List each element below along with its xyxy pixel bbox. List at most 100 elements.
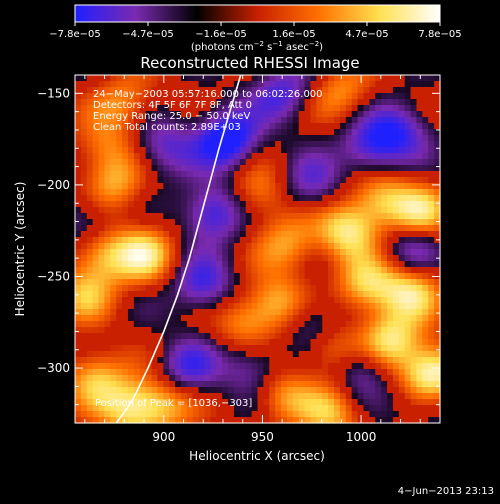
heatmap-cell bbox=[428, 75, 435, 82]
heatmap-cell bbox=[292, 141, 300, 148]
heatmap-cell bbox=[298, 297, 306, 304]
heatmap-cell bbox=[228, 189, 235, 196]
heatmap-cell bbox=[110, 147, 117, 154]
heatmap-cell bbox=[204, 333, 212, 340]
heatmap-cell bbox=[416, 81, 423, 88]
heatmap-cell bbox=[357, 237, 365, 244]
heatmap-cell bbox=[416, 369, 423, 376]
heatmap-cell bbox=[363, 333, 370, 340]
heatmap-cell bbox=[192, 285, 200, 292]
heatmap-cell bbox=[133, 219, 141, 226]
heatmap-cell bbox=[375, 375, 382, 382]
heatmap-cell bbox=[404, 171, 412, 178]
heatmap-cell bbox=[228, 147, 235, 154]
heatmap-cell bbox=[210, 255, 217, 262]
heatmap-cell bbox=[139, 87, 147, 94]
heatmap-cell bbox=[392, 321, 400, 328]
heatmap-cell bbox=[369, 357, 376, 364]
heatmap-cell bbox=[304, 339, 312, 346]
heatmap-cell bbox=[345, 279, 353, 286]
heatmap-cell bbox=[275, 249, 282, 256]
heatmap-cell bbox=[298, 399, 306, 406]
heatmap-cell bbox=[204, 213, 212, 220]
heatmap-cell bbox=[292, 249, 300, 256]
heatmap-cell bbox=[281, 369, 288, 376]
heatmap-cell bbox=[334, 135, 341, 142]
heatmap-cell bbox=[286, 267, 294, 274]
heatmap-cell bbox=[186, 123, 194, 130]
heatmap-cell bbox=[351, 327, 359, 334]
heatmap-cell bbox=[304, 309, 312, 316]
heatmap-cell bbox=[75, 315, 82, 322]
heatmap-cell bbox=[251, 315, 259, 322]
heatmap-cell bbox=[328, 279, 335, 286]
heatmap-cell bbox=[92, 273, 100, 280]
heatmap-cell bbox=[110, 315, 117, 322]
heatmap-cell bbox=[316, 75, 323, 82]
heatmap-cell bbox=[133, 225, 141, 232]
heatmap-cell bbox=[369, 225, 376, 232]
heatmap-cell bbox=[116, 399, 123, 406]
heatmap-cell bbox=[180, 381, 188, 388]
heatmap-cell bbox=[275, 201, 282, 208]
heatmap-cell bbox=[316, 237, 323, 244]
heatmap-cell bbox=[222, 249, 229, 256]
heatmap-cell bbox=[233, 93, 241, 100]
heatmap-cell bbox=[334, 291, 341, 298]
heatmap-cell bbox=[345, 363, 353, 370]
heatmap-cell bbox=[351, 321, 359, 328]
heatmap-cell bbox=[328, 387, 335, 394]
heatmap-cell bbox=[357, 81, 365, 88]
heatmap-cell bbox=[175, 225, 182, 232]
heatmap-cell bbox=[398, 141, 406, 148]
heatmap-cell bbox=[222, 213, 229, 220]
heatmap-cell bbox=[110, 327, 117, 334]
heatmap-cell bbox=[222, 141, 229, 148]
heatmap-cell bbox=[310, 135, 317, 142]
heatmap-cell bbox=[363, 219, 370, 226]
heatmap-cell bbox=[127, 255, 135, 262]
heatmap-cell bbox=[410, 303, 418, 310]
heatmap-cell bbox=[334, 333, 341, 340]
heatmap-cell bbox=[75, 171, 82, 178]
heatmap-cell bbox=[298, 99, 306, 106]
heatmap-cell bbox=[186, 219, 194, 226]
heatmap-cell bbox=[322, 213, 329, 220]
heatmap-cell bbox=[304, 207, 312, 214]
heatmap-cell bbox=[363, 297, 370, 304]
heatmap-cell bbox=[145, 171, 153, 178]
heatmap-cell bbox=[151, 231, 159, 238]
heatmap-cell bbox=[139, 315, 147, 322]
heatmap-cell bbox=[269, 105, 276, 112]
heatmap-cell bbox=[75, 129, 82, 136]
heatmap-cell bbox=[428, 303, 435, 310]
heatmap-cell bbox=[269, 411, 276, 418]
heatmap-cell bbox=[216, 303, 223, 310]
heatmap-cell bbox=[204, 129, 212, 136]
heatmap-cell bbox=[281, 93, 288, 100]
heatmap-cell bbox=[222, 159, 229, 166]
heatmap-cell bbox=[198, 123, 206, 130]
heatmap-cell bbox=[239, 201, 247, 208]
heatmap-cell bbox=[98, 399, 106, 406]
heatmap-cell bbox=[286, 177, 294, 184]
heatmap-cell bbox=[180, 285, 188, 292]
heatmap-cell bbox=[163, 75, 170, 82]
heatmap-cell bbox=[80, 81, 88, 88]
heatmap-cell bbox=[216, 159, 223, 166]
heatmap-cell bbox=[404, 387, 412, 394]
heatmap-cell bbox=[139, 261, 147, 268]
heatmap-cell bbox=[351, 111, 359, 118]
heatmap-cell bbox=[434, 135, 441, 142]
heatmap-cell bbox=[75, 177, 82, 184]
heatmap-cell bbox=[263, 327, 270, 334]
heatmap-cell bbox=[387, 123, 394, 130]
heatmap-cell bbox=[257, 285, 264, 292]
heatmap-cell bbox=[334, 297, 341, 304]
heatmap-cell bbox=[263, 177, 270, 184]
heatmap-cell bbox=[398, 309, 406, 316]
heatmap-cell bbox=[80, 141, 88, 148]
heatmap-cell bbox=[186, 381, 194, 388]
heatmap-cell bbox=[375, 159, 382, 166]
heatmap-cell bbox=[275, 321, 282, 328]
